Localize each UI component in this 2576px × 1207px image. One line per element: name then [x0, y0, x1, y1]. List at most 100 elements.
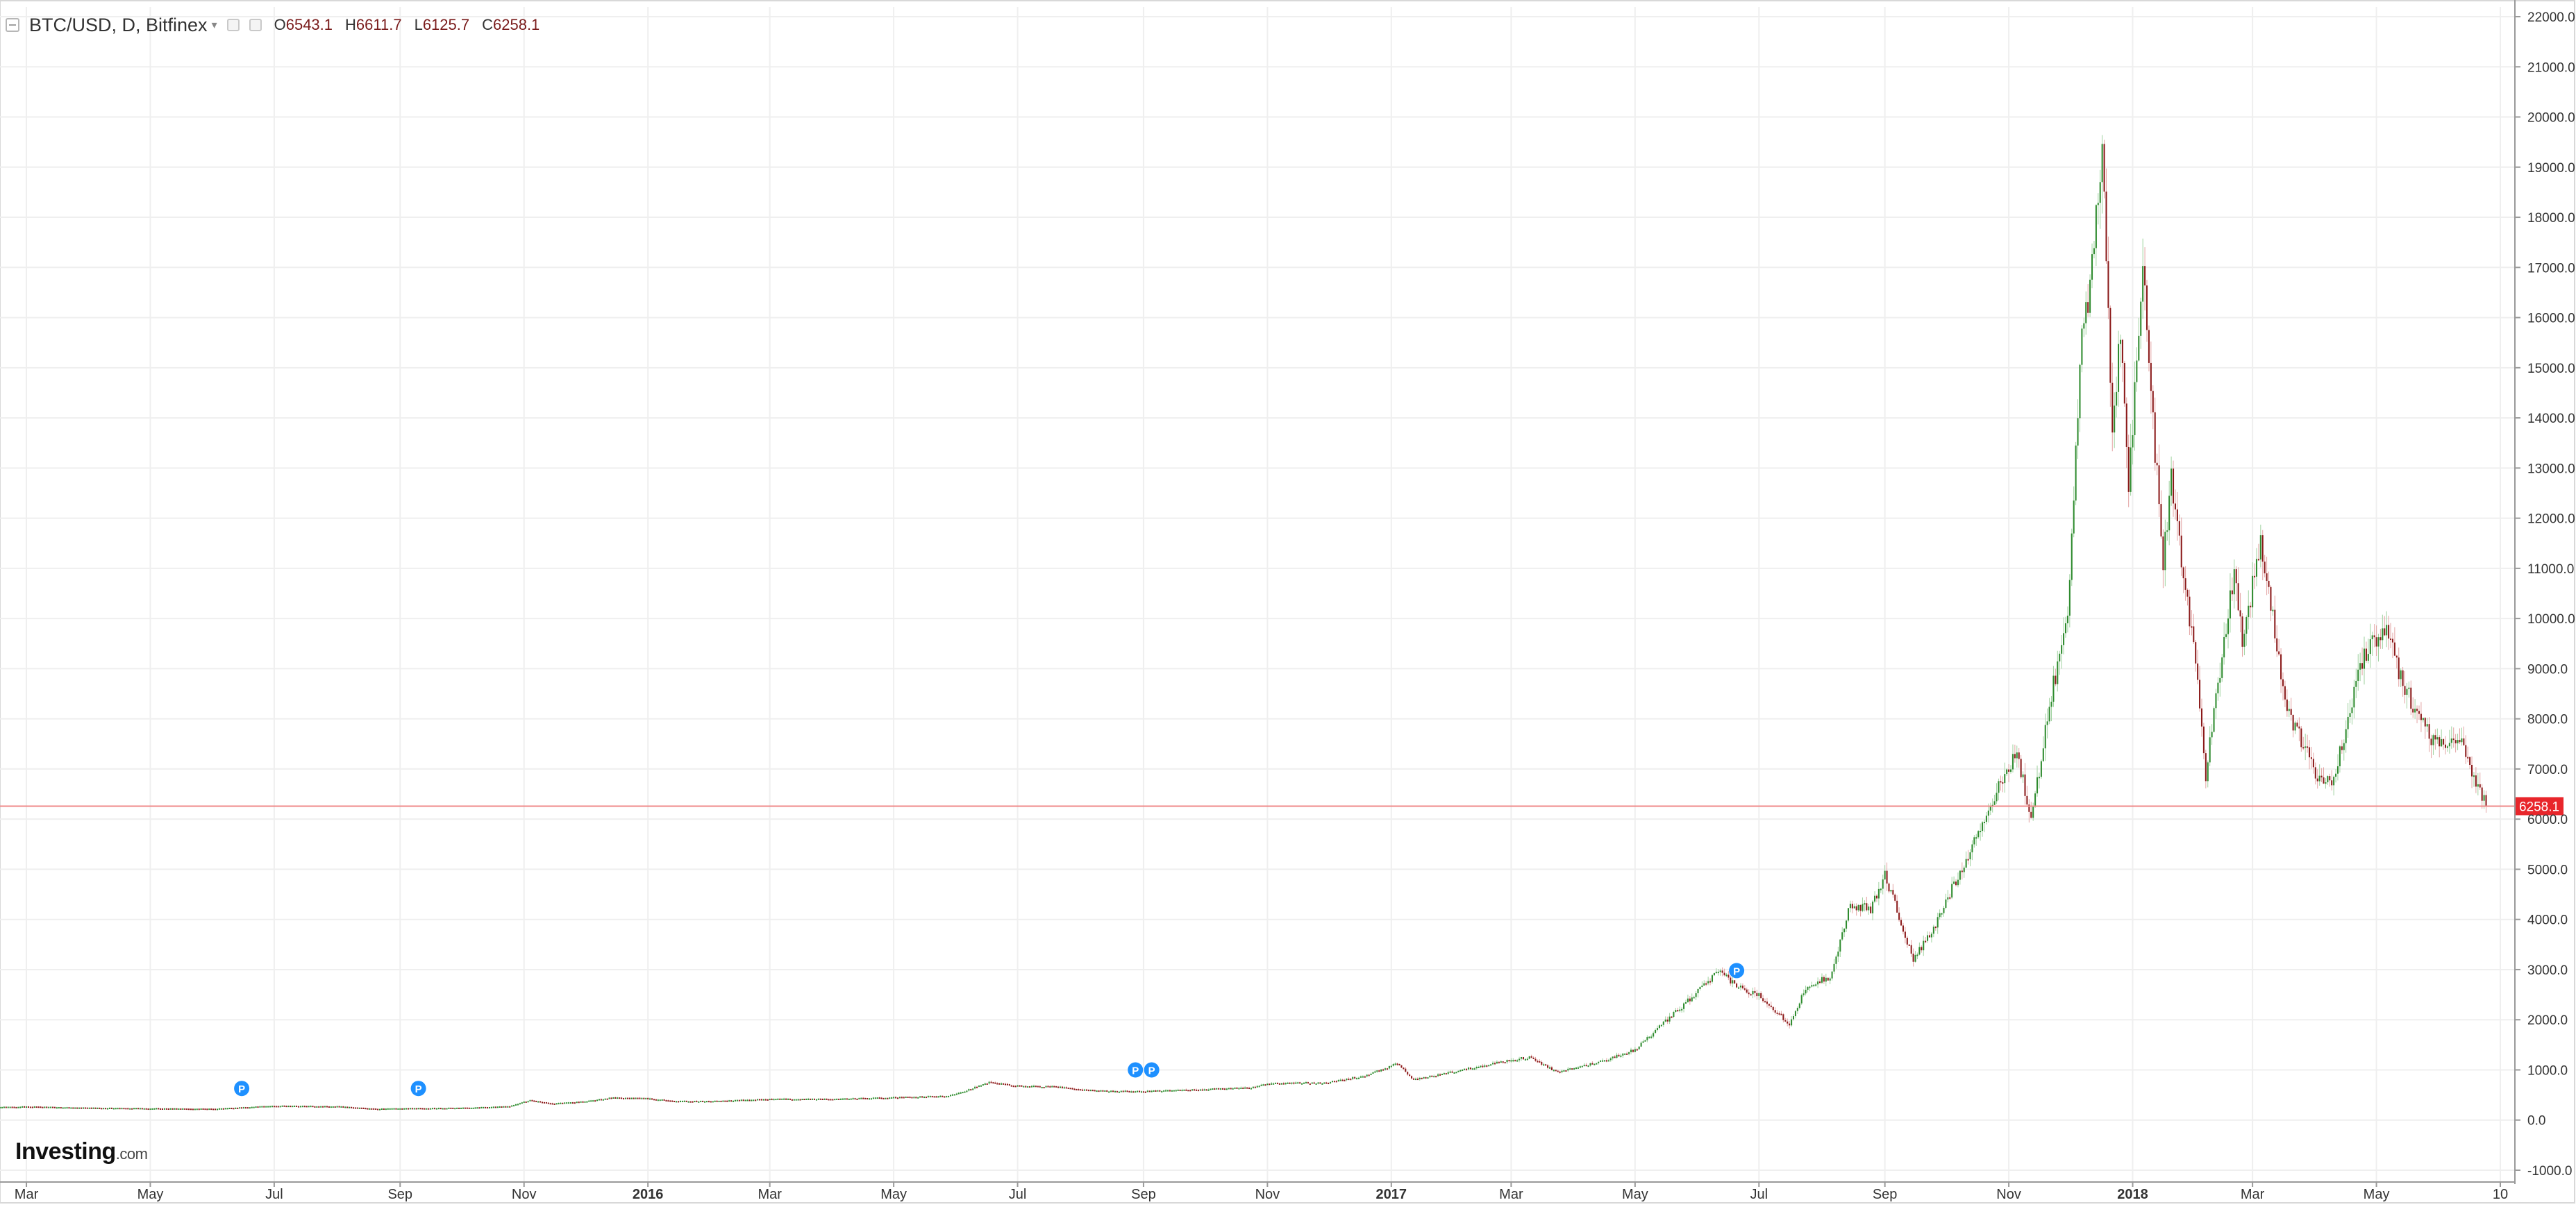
candle-body: [1460, 1070, 1462, 1072]
candle-body: [1768, 1004, 1770, 1006]
candle-body: [1248, 1088, 1251, 1090]
candle-body: [1137, 1090, 1139, 1092]
candle-body: [626, 1097, 628, 1099]
candle-body: [1416, 1079, 1419, 1081]
candle-body: [718, 1100, 720, 1102]
event-marker[interactable]: [1128, 1062, 1144, 1078]
chevron-down-icon[interactable]: ▾: [211, 19, 217, 31]
candle-body: [1234, 1087, 1236, 1089]
candle-body: [139, 1108, 141, 1110]
candle-body: [2481, 787, 2483, 801]
candle-body: [1082, 1089, 1084, 1091]
candle-body: [269, 1106, 271, 1108]
event-marker[interactable]: [1144, 1062, 1160, 1078]
candle-body: [1333, 1081, 1335, 1083]
investing-logo[interactable]: Investing.com: [15, 1138, 148, 1165]
candle-body: [2068, 580, 2071, 616]
settings-icon[interactable]: [226, 19, 240, 31]
candle-body: [898, 1097, 901, 1099]
candle-body: [450, 1107, 452, 1109]
candle-body: [998, 1083, 1001, 1085]
candle-body: [1301, 1083, 1303, 1085]
candle-body: [281, 1105, 283, 1107]
x-tick-label: Jul: [265, 1187, 283, 1202]
candle-body: [1567, 1068, 1569, 1071]
candle-body: [15, 1106, 17, 1108]
event-marker[interactable]: [1729, 963, 1745, 979]
candle-body: [2189, 596, 2191, 627]
candle-body: [1998, 781, 2000, 793]
candle-body: [919, 1096, 921, 1098]
x-tick-label: Mar: [2241, 1187, 2265, 1202]
candle-body: [1955, 881, 1957, 886]
candle-body: [2089, 279, 2091, 313]
candle-body: [297, 1106, 300, 1108]
candle-body: [1372, 1072, 1374, 1074]
candle-body: [746, 1099, 748, 1102]
candle-body: [748, 1099, 751, 1102]
candle-body: [1632, 1049, 1634, 1052]
x-tick-label: May: [137, 1187, 164, 1202]
candle-body: [1106, 1090, 1108, 1092]
x-tick-label: Nov: [1255, 1187, 1280, 1202]
candle-body: [1049, 1086, 1051, 1088]
candle-body: [2186, 589, 2189, 597]
candle-body: [206, 1108, 208, 1111]
candle-body: [1717, 972, 1719, 974]
candle-body: [1880, 888, 1882, 891]
candle-body: [1498, 1061, 1500, 1063]
candle-body: [571, 1102, 574, 1104]
candle-body: [623, 1097, 625, 1099]
collapse-legend-icon[interactable]: [6, 18, 19, 32]
candle-body: [540, 1101, 542, 1103]
event-marker[interactable]: [234, 1081, 250, 1097]
candle-body: [2443, 738, 2445, 745]
candle-body: [643, 1097, 645, 1099]
candle-body: [409, 1108, 411, 1110]
candle-body: [2280, 654, 2282, 680]
candle-body: [174, 1108, 176, 1110]
candle-body: [1787, 1021, 1789, 1024]
candle-body: [2160, 504, 2162, 537]
candle-body: [2066, 616, 2068, 624]
event-marker[interactable]: [410, 1081, 426, 1097]
candle-body: [2408, 687, 2410, 689]
candle-body: [2252, 575, 2254, 608]
candle-body: [143, 1108, 145, 1110]
candle-body: [1390, 1065, 1392, 1067]
candle-body: [2093, 248, 2095, 255]
candle-body: [1640, 1043, 1642, 1047]
candle-body: [1591, 1063, 1594, 1065]
candle-body: [1504, 1062, 1506, 1064]
candle-body: [1894, 894, 1896, 901]
candle-body: [202, 1108, 204, 1110]
candle-body: [2276, 638, 2278, 652]
candle-body: [1094, 1090, 1096, 1092]
candle-body: [834, 1099, 836, 1101]
candle-body: [791, 1099, 793, 1101]
candle-body: [2009, 769, 2012, 772]
candle-body: [724, 1100, 726, 1102]
candle-body: [1982, 822, 1984, 832]
candle-body: [1400, 1065, 1403, 1068]
symbol-label[interactable]: BTC/USD, D, Bitfinex: [29, 14, 208, 35]
candle-body: [1748, 993, 1750, 995]
candle-body: [365, 1108, 367, 1110]
candle-body: [1039, 1086, 1041, 1088]
candle-body: [1634, 1049, 1636, 1052]
candle-body: [360, 1107, 362, 1109]
candle-body: [1144, 1091, 1146, 1093]
candle-body: [1380, 1069, 1382, 1072]
candle-body: [117, 1108, 119, 1110]
candle-body: [277, 1106, 279, 1108]
candle-body: [2164, 532, 2166, 571]
candle-body: [2099, 182, 2101, 203]
candle-body: [375, 1108, 377, 1110]
candle-body: [94, 1107, 97, 1109]
candle-body: [2288, 709, 2290, 711]
candle-body: [2156, 462, 2158, 466]
toggle-visibility-icon[interactable]: [249, 19, 262, 31]
candle-body: [306, 1106, 308, 1108]
